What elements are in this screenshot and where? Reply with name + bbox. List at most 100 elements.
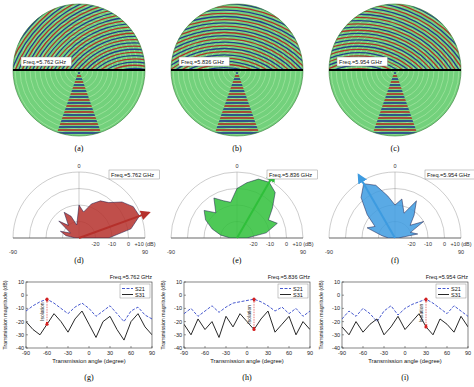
y-tick: [342, 295, 344, 296]
wavefront: [171, 4, 303, 70]
feed-stripe: [171, 72, 303, 73]
feed-stripe: [171, 108, 303, 109]
wavefront: [329, 4, 461, 70]
wavefront: [329, 4, 461, 70]
isolation-label: Isolation: [246, 305, 252, 324]
wavefront: [171, 4, 303, 70]
feed-stripe: [329, 129, 461, 130]
y-tick: [26, 295, 28, 296]
wavefront: [329, 4, 461, 70]
x-tick: [131, 346, 132, 348]
y-axis-label: Transmission magnitude (dB): [318, 280, 324, 349]
wavefront: [329, 8, 461, 70]
y-tick-label: -20: [16, 319, 24, 325]
legend-frame: [120, 284, 150, 298]
x-tick: [68, 346, 69, 348]
series-line: [342, 314, 468, 335]
wavefront: [329, 4, 461, 70]
wavefront: [171, 4, 303, 70]
y-tick: [184, 321, 186, 322]
y-axis-label: Transmission magnitude (dB): [160, 280, 166, 349]
feed-stripe: [171, 78, 303, 79]
y-tick-label: -20: [174, 319, 182, 325]
isolation-label: Isolation: [39, 302, 45, 321]
feed-stripe: [329, 81, 461, 82]
x-axis-label: Transmission angle (degree): [52, 358, 126, 364]
isolation-point: [424, 298, 427, 301]
wavefront: [171, 4, 303, 70]
wavefront: [171, 4, 303, 70]
wavefront: [171, 4, 303, 70]
legend-swatch: [438, 294, 449, 295]
wavefront: [329, 4, 461, 70]
feed-stripe: [171, 75, 303, 76]
wavefront: [329, 4, 461, 70]
y-axis-label: Transmission magnitude (dB): [2, 280, 8, 349]
feed-stripe: [13, 132, 145, 133]
annotation-box: Freq.=5.836 GHz: [179, 57, 230, 66]
wavefront: [329, 4, 461, 70]
annotation: Freq.=5.762 GHz: [111, 172, 154, 178]
wavefront: [171, 4, 303, 70]
panel-label: (b): [232, 144, 242, 153]
wavefront: [329, 4, 461, 70]
y-tick-label: -10: [174, 305, 182, 311]
wavefront: [329, 4, 461, 70]
wavefront: [13, 4, 145, 70]
y-tick-label: 0: [21, 292, 24, 298]
panel-label: (a): [75, 144, 84, 153]
wavefront: [13, 4, 145, 70]
wavefront: [171, 58, 303, 70]
wavefront: [171, 4, 303, 70]
x-tick-label: 30: [423, 350, 429, 356]
feed-stripe: [13, 123, 145, 124]
annotation-box: Freq.=5.762 GHz: [21, 57, 72, 66]
wavefront: [171, 4, 303, 70]
y-tick: [184, 348, 186, 349]
wavefront: [13, 4, 145, 70]
beam-arrow: [359, 175, 395, 238]
panel-label: (e): [233, 256, 242, 265]
feed-stripe: [329, 102, 461, 103]
wavefront: [171, 36, 303, 70]
x-tick: [247, 346, 248, 348]
annotation: Freq.=5.954 GHz: [427, 172, 470, 178]
wavefront: [329, 21, 461, 70]
angle-tick-label: 0: [77, 163, 80, 169]
wavefront: [171, 4, 303, 70]
x-tick-label: 60: [444, 350, 450, 356]
x-tick: [310, 346, 311, 348]
radiation-pattern: [361, 184, 424, 238]
wavefront: [13, 4, 145, 70]
angle-tick-label: -90: [9, 249, 17, 255]
angle-tick-label: -90: [167, 249, 175, 255]
feed-stripe: [13, 75, 145, 76]
y-tick: [184, 295, 186, 296]
feed-stripe: [329, 84, 461, 85]
x-tick-label: -30: [64, 350, 72, 356]
feed-stripe: [13, 72, 145, 73]
y-tick: [26, 348, 28, 349]
annotation: Freq.=5.954 GHz: [426, 274, 469, 280]
x-axis-label: Transmission angle (degree): [210, 358, 284, 364]
isolation-label: Isolation: [418, 303, 424, 322]
angle-tick-label: 0: [235, 163, 238, 169]
radial-grid: [13, 172, 145, 238]
angle-tick-label: 90: [458, 249, 464, 255]
feed-stripe: [329, 123, 461, 124]
wavefront: [13, 4, 145, 70]
x-tick-label: 30: [265, 350, 271, 356]
field-outline: [171, 4, 303, 136]
feed-stripe: [13, 87, 145, 88]
feed-stripe: [171, 123, 303, 124]
wavefront: [329, 4, 461, 70]
x-axis-label: Transmission angle (degree): [368, 358, 442, 364]
feed-stripe: [329, 120, 461, 121]
feed-stripe: [13, 99, 145, 100]
wavefront: [329, 4, 461, 70]
y-tick-label: -40: [174, 345, 182, 351]
isolation-point: [424, 325, 427, 328]
wavefront: [329, 4, 461, 70]
feed-stripe: [171, 84, 303, 85]
x-tick: [47, 346, 48, 348]
